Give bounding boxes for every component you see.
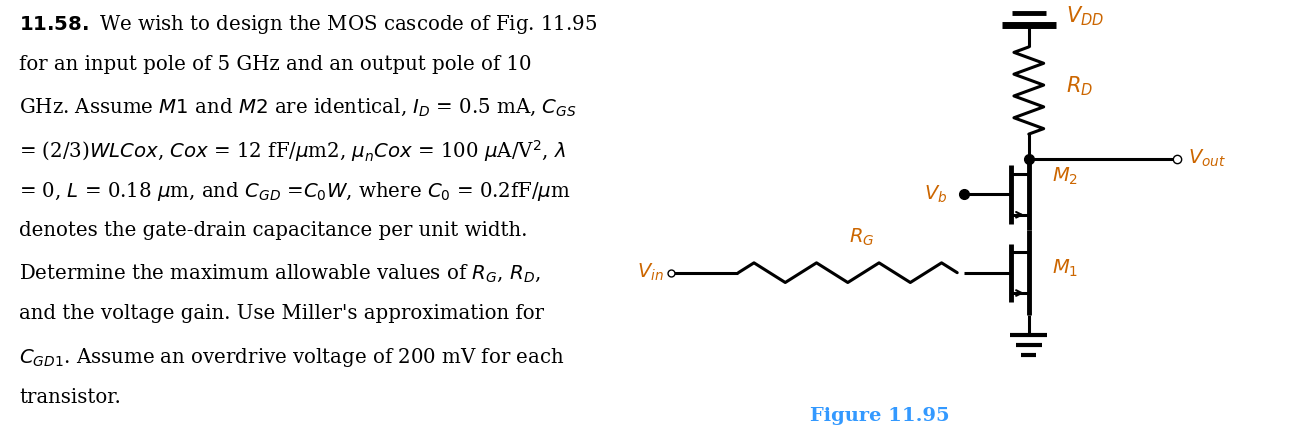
Text: $V_{DD}$: $V_{DD}$: [1066, 5, 1104, 28]
Text: $M_2$: $M_2$: [1052, 166, 1078, 187]
Text: = (2/3)$WLCox$, $Cox$ = 12 fF/$\mu$m2, $\mu_nCox$ = 100 $\mu$A/V$^2$, $\lambda$: = (2/3)$WLCox$, $Cox$ = 12 fF/$\mu$m2, $…: [19, 138, 566, 164]
Text: denotes the gate-drain capacitance per unit width.: denotes the gate-drain capacitance per u…: [19, 221, 527, 240]
Text: $R_D$: $R_D$: [1066, 74, 1092, 98]
Text: and the voltage gain. Use Miller's approximation for: and the voltage gain. Use Miller's appro…: [19, 304, 544, 324]
Text: $M_1$: $M_1$: [1052, 257, 1078, 279]
Text: $V_b$: $V_b$: [924, 184, 947, 205]
Text: Determine the maximum allowable values of $R_G$, $R_D$,: Determine the maximum allowable values o…: [19, 263, 542, 284]
Text: for an input pole of 5 GHz and an output pole of 10: for an input pole of 5 GHz and an output…: [19, 55, 533, 74]
Text: transistor.: transistor.: [19, 388, 121, 407]
Text: Figure 11.95: Figure 11.95: [811, 407, 950, 425]
Text: = 0, $L$ = 0.18 $\mu$m, and $C_{GD}$ =$C_0W$, where $C_0$ = 0.2fF/$\mu$m: = 0, $L$ = 0.18 $\mu$m, and $C_{GD}$ =$C…: [19, 180, 572, 202]
Text: $C_{GD1}$. Assume an overdrive voltage of 200 mV for each: $C_{GD1}$. Assume an overdrive voltage o…: [19, 346, 565, 369]
Text: GHz. Assume $M1$ and $M2$ are identical, $I_D$ = 0.5 mA, $C_{GS}$: GHz. Assume $M1$ and $M2$ are identical,…: [19, 97, 577, 118]
Text: $V_{out}$: $V_{out}$: [1187, 148, 1226, 169]
Text: $V_{in}$: $V_{in}$: [638, 262, 664, 283]
Text: $\mathbf{11.58.}$ We wish to design the MOS cascode of Fig. 11.95: $\mathbf{11.58.}$ We wish to design the …: [19, 13, 598, 36]
Text: $R_G$: $R_G$: [848, 227, 874, 248]
